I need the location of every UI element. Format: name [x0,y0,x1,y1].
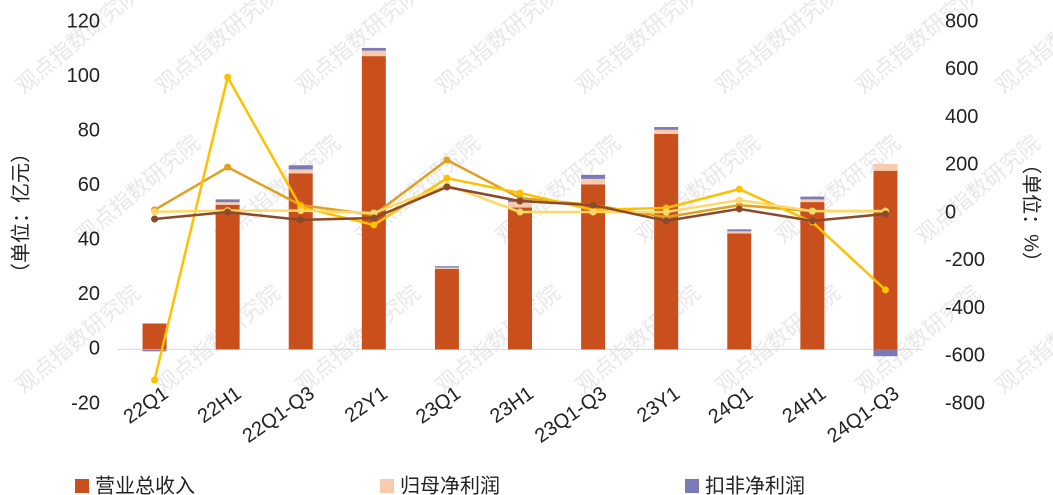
line-point [735,196,743,204]
y-axis-label: （单位：亿元） [9,143,32,283]
bar [654,127,679,130]
bar [142,349,167,352]
line-point [516,208,524,216]
line-point [370,221,378,229]
bar [142,349,167,350]
line-point [151,376,159,384]
line-point [662,217,670,225]
y2-tick-label: 400 [945,106,978,128]
y2-tick-label: 800 [945,10,978,32]
bar [727,231,752,234]
bar [215,204,240,350]
y2-tick-label: -200 [945,249,985,271]
bar [434,267,459,269]
line-point [735,205,743,213]
watermark: 观点指数研究院 [291,0,425,98]
watermark: 观点指数研究院 [991,0,1053,98]
line-point [224,163,232,171]
bar [508,202,532,208]
legend-swatch [75,479,89,493]
x-tick-label: 22Q1-Q3 [239,382,319,447]
x-tick-label: 23H1 [486,382,538,427]
y2-tick-label: -600 [945,345,985,367]
y-tick-label: 80 [78,119,100,141]
line-point [151,208,159,216]
line-point [370,214,378,222]
bar [654,133,679,350]
bar [581,174,606,179]
bar [434,268,459,350]
line-point [224,73,232,81]
bar [873,170,898,350]
x-tick-label: 22Y1 [341,382,392,427]
y2-axis-label: （单位：%） [1020,154,1043,272]
line-point [516,189,524,197]
line-point [589,201,597,209]
watermark: 观点指数研究院 [151,0,285,98]
line-point [662,208,670,216]
legend-label: 营业总收入 [95,474,195,495]
y2-tick-label: 600 [945,58,978,80]
y2-tick-label: -800 [945,392,985,414]
x-tick-label: 22H1 [194,382,246,427]
bar [508,207,532,350]
line-point [808,207,816,215]
line-point [881,210,889,218]
legend-swatch [685,479,699,493]
bar [361,56,386,350]
bar [288,165,313,170]
y2-tick-label: 0 [945,201,956,223]
x-tick-label: 24H1 [778,382,830,427]
bar [727,229,752,232]
bar [727,233,752,350]
y-tick-label: -20 [71,392,100,414]
y2-tick-label: -400 [945,297,985,319]
bar [288,169,313,174]
line-point [370,209,378,217]
bar [361,50,386,57]
line-point [589,208,597,216]
y-tick-label: 60 [78,174,100,196]
y-tick-label: 40 [78,229,100,251]
bar [873,163,898,171]
bar [434,266,459,268]
line-point [443,183,451,191]
bar [581,178,606,185]
line-point [881,286,889,294]
line-point [297,207,305,215]
line-point [443,174,451,182]
line-point [735,185,743,193]
bar [800,202,825,350]
legend-label: 扣非净利润 [705,474,805,495]
watermark: 观点指数研究院 [571,0,705,98]
y2-tick-label: 200 [945,154,978,176]
legend-swatch [380,479,394,493]
line-point [224,208,232,216]
bar [873,349,898,357]
legend-label: 归母净利润 [400,474,500,495]
y-tick-label: 100 [67,65,100,87]
x-tick-label: 22Q1 [120,382,173,428]
line-point [808,217,816,225]
bar [654,129,679,134]
x-tick-label: 23Q1-Q3 [531,382,611,447]
bar [361,47,386,51]
bar [800,196,825,200]
watermark: 观点指数研究院 [431,0,565,98]
y-tick-label: 0 [89,338,100,360]
bar [215,199,240,203]
line-point [297,216,305,224]
bar [215,202,240,205]
line-point [443,156,451,164]
watermark: 观点指数研究院 [991,280,1053,398]
y-tick-label: 20 [78,283,100,305]
x-tick-label: 23Y1 [633,382,684,427]
y-tick-label: 120 [67,10,100,32]
line-point [516,197,524,205]
bar [800,199,825,203]
line-point [151,215,159,223]
watermark: 观点指数研究院 [711,0,845,98]
